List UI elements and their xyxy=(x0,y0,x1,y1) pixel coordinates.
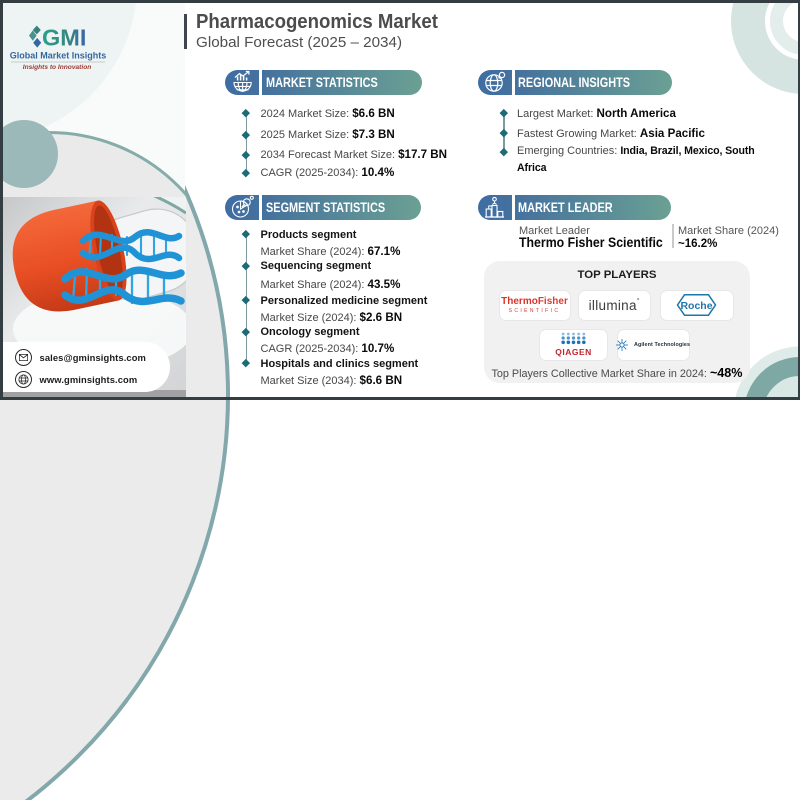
svg-text:Global Market Insights: Global Market Insights xyxy=(10,51,107,61)
svg-text:GMI: GMI xyxy=(42,25,86,51)
svg-text:Insights to Innovation: Insights to Innovation xyxy=(23,64,92,71)
svg-text:Roche: Roche xyxy=(681,300,713,312)
